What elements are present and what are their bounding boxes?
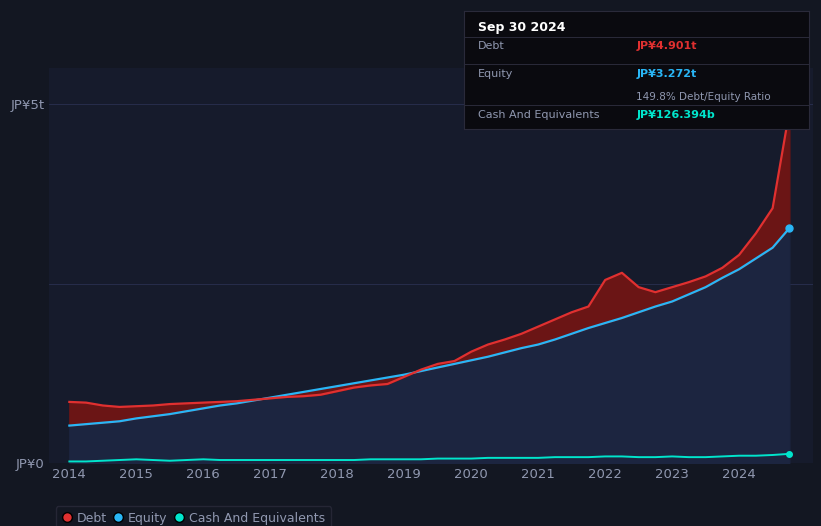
Text: Debt: Debt xyxy=(478,42,504,52)
Text: JP¥3.272t: JP¥3.272t xyxy=(636,68,696,78)
Text: Cash And Equivalents: Cash And Equivalents xyxy=(478,110,599,120)
Text: JP¥126.394b: JP¥126.394b xyxy=(636,110,715,120)
Text: Equity: Equity xyxy=(478,68,513,78)
Text: 149.8% Debt/Equity Ratio: 149.8% Debt/Equity Ratio xyxy=(636,92,771,102)
Text: JP¥4.901t: JP¥4.901t xyxy=(636,42,697,52)
Text: Sep 30 2024: Sep 30 2024 xyxy=(478,21,565,34)
Legend: Debt, Equity, Cash And Equivalents: Debt, Equity, Cash And Equivalents xyxy=(56,506,331,526)
